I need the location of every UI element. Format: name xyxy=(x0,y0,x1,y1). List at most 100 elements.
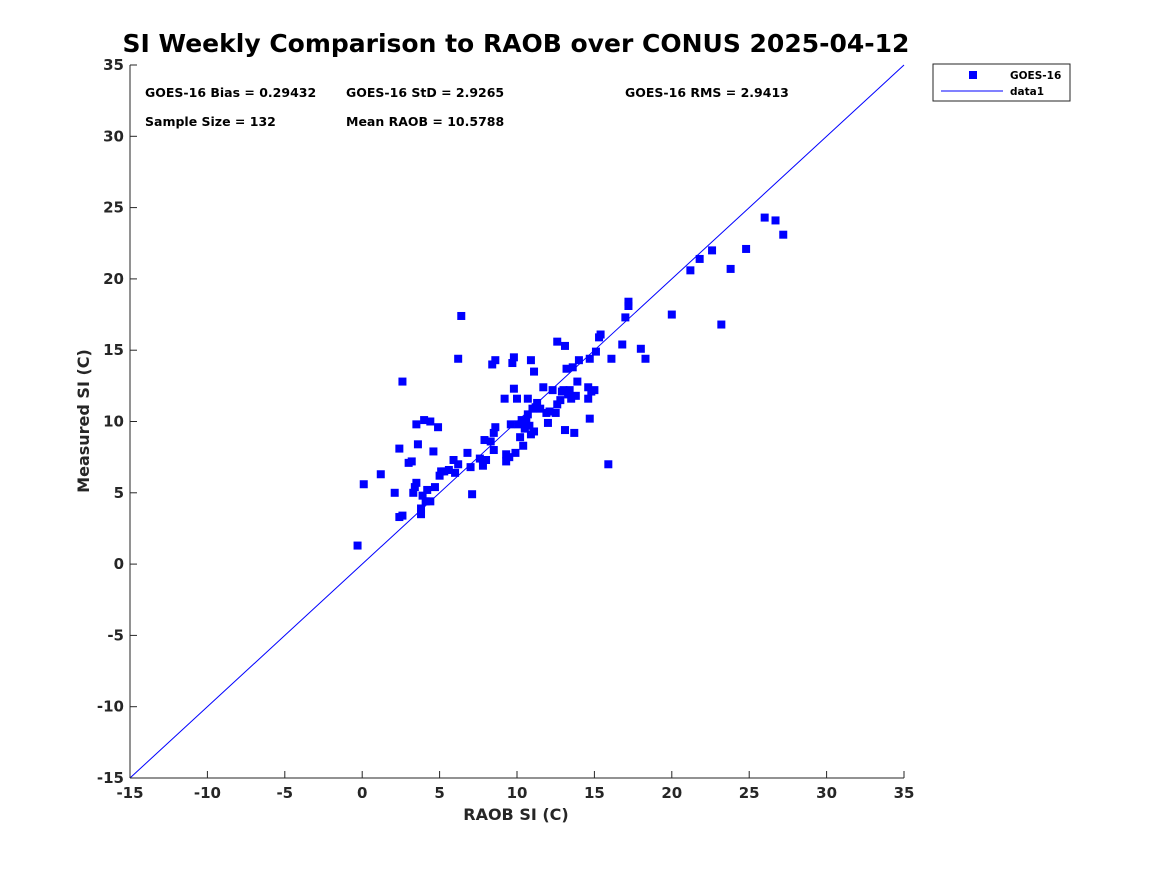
data-point xyxy=(573,377,582,386)
data-point xyxy=(509,353,518,362)
data-point xyxy=(491,356,500,365)
data-point xyxy=(412,478,421,487)
data-point xyxy=(516,433,525,442)
data-point xyxy=(567,394,576,403)
data-point xyxy=(454,354,463,363)
data-point xyxy=(596,330,605,339)
data-point xyxy=(526,356,535,365)
data-point xyxy=(409,488,418,497)
data-point xyxy=(449,456,458,465)
data-point xyxy=(482,456,491,465)
data-point xyxy=(468,490,477,499)
data-point xyxy=(624,297,633,306)
y-tick-label: 0 xyxy=(114,555,124,573)
goes16-data-points xyxy=(353,213,788,550)
data-point xyxy=(604,460,613,469)
data-point xyxy=(508,359,517,368)
data-point xyxy=(457,311,466,320)
data-point xyxy=(509,384,518,393)
data-point xyxy=(531,403,540,412)
data-point xyxy=(545,407,554,416)
data-point xyxy=(530,367,539,376)
data-point xyxy=(395,444,404,453)
y-tick-label: -15 xyxy=(97,769,124,787)
data-point xyxy=(695,254,704,263)
legend: GOES-16 data1 xyxy=(932,63,1071,102)
data-point xyxy=(417,504,426,513)
legend-label-goes16: GOES-16 xyxy=(1010,70,1061,82)
data-point xyxy=(505,453,514,462)
data-point xyxy=(390,488,399,497)
data-point xyxy=(407,457,416,466)
data-point xyxy=(686,266,695,275)
x-tick-label: 15 xyxy=(584,784,605,802)
data-point xyxy=(478,461,487,470)
x-tick-label: 5 xyxy=(434,784,444,802)
y-tick-label: 10 xyxy=(103,413,124,431)
data-point xyxy=(564,390,573,399)
x-tick-label: 30 xyxy=(816,784,837,802)
data-point xyxy=(624,301,633,310)
y-tick-label: 5 xyxy=(114,484,124,502)
data-point xyxy=(562,364,571,373)
data-point xyxy=(523,394,532,403)
data-point xyxy=(568,363,577,372)
x-tick-label: -10 xyxy=(194,784,221,802)
data-point xyxy=(420,416,429,425)
data-point xyxy=(585,354,594,363)
data-point xyxy=(486,437,495,446)
data-point xyxy=(560,341,569,350)
data-point xyxy=(525,421,534,430)
data-point xyxy=(353,541,362,550)
data-point xyxy=(426,497,435,506)
data-point xyxy=(513,394,521,403)
data-point xyxy=(423,485,432,494)
data-point xyxy=(502,457,511,466)
data-point xyxy=(417,510,426,519)
data-point xyxy=(412,420,421,429)
data-point xyxy=(717,320,726,329)
data-point xyxy=(556,396,565,405)
data-point xyxy=(571,391,580,400)
data-point xyxy=(440,467,449,476)
data-point xyxy=(522,417,531,426)
data-point xyxy=(584,394,593,403)
y-tick-label: -10 xyxy=(97,698,124,716)
data-point xyxy=(426,417,435,426)
x-tick-label: 35 xyxy=(894,784,915,802)
data-point xyxy=(480,436,489,445)
y-axis-label: Measured SI (C) xyxy=(74,349,93,493)
y-tick-label: 30 xyxy=(103,127,124,145)
data-point xyxy=(585,414,594,423)
x-tick-label: -15 xyxy=(116,784,143,802)
data-point xyxy=(434,423,443,432)
legend-square-marker-icon xyxy=(969,71,977,79)
data-point xyxy=(574,356,583,365)
std-annotation: GOES-16 StD = 2.9265 xyxy=(346,85,504,100)
data-point xyxy=(451,468,460,477)
data-point xyxy=(565,386,574,395)
data-point xyxy=(376,470,385,479)
data-point xyxy=(618,340,627,349)
data-point xyxy=(667,310,676,319)
x-tick-label: 25 xyxy=(739,784,760,802)
y-tick-label: 15 xyxy=(103,341,124,359)
data-point xyxy=(421,497,430,506)
data-point xyxy=(511,448,520,457)
data-point xyxy=(584,383,593,392)
y-tick-label: 25 xyxy=(103,199,124,217)
data-point xyxy=(429,447,438,456)
data-point xyxy=(454,460,463,469)
sample-size-annotation: Sample Size = 132 xyxy=(145,114,276,129)
data-point xyxy=(553,400,562,409)
data-point xyxy=(591,347,600,356)
data-point xyxy=(489,446,498,455)
legend-label-data1: data1 xyxy=(1010,86,1044,98)
data-point xyxy=(570,428,579,437)
bias-annotation: GOES-16 Bias = 0.29432 xyxy=(145,85,316,100)
data-point xyxy=(430,483,439,492)
x-tick-label: 10 xyxy=(507,784,528,802)
x-tick-label: 20 xyxy=(661,784,682,802)
data-point xyxy=(435,471,444,480)
